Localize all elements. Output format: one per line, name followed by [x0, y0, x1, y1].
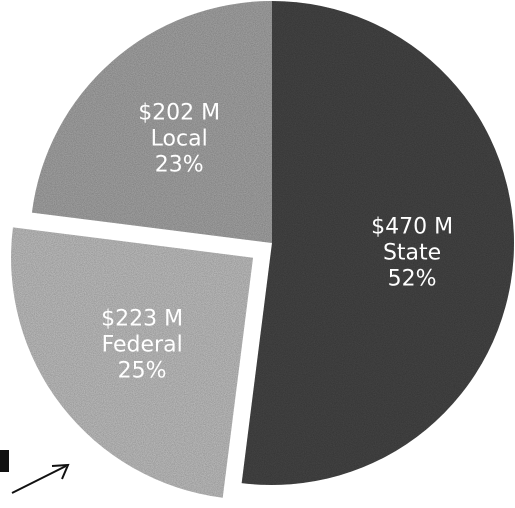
slice-amount: $223 M — [101, 306, 183, 331]
arrow-icon — [0, 450, 68, 493]
slice-amount: $470 M — [371, 215, 453, 240]
slice-amount: $202 M — [138, 100, 220, 125]
slice-percent: 25% — [118, 358, 167, 383]
slice-percent: 52% — [388, 267, 437, 292]
slice-name: Local — [151, 126, 208, 151]
slice-name: State — [383, 241, 441, 266]
pie-slice-state — [242, 1, 514, 485]
slice-percent: 23% — [155, 152, 204, 177]
slice-name: Federal — [102, 332, 183, 357]
